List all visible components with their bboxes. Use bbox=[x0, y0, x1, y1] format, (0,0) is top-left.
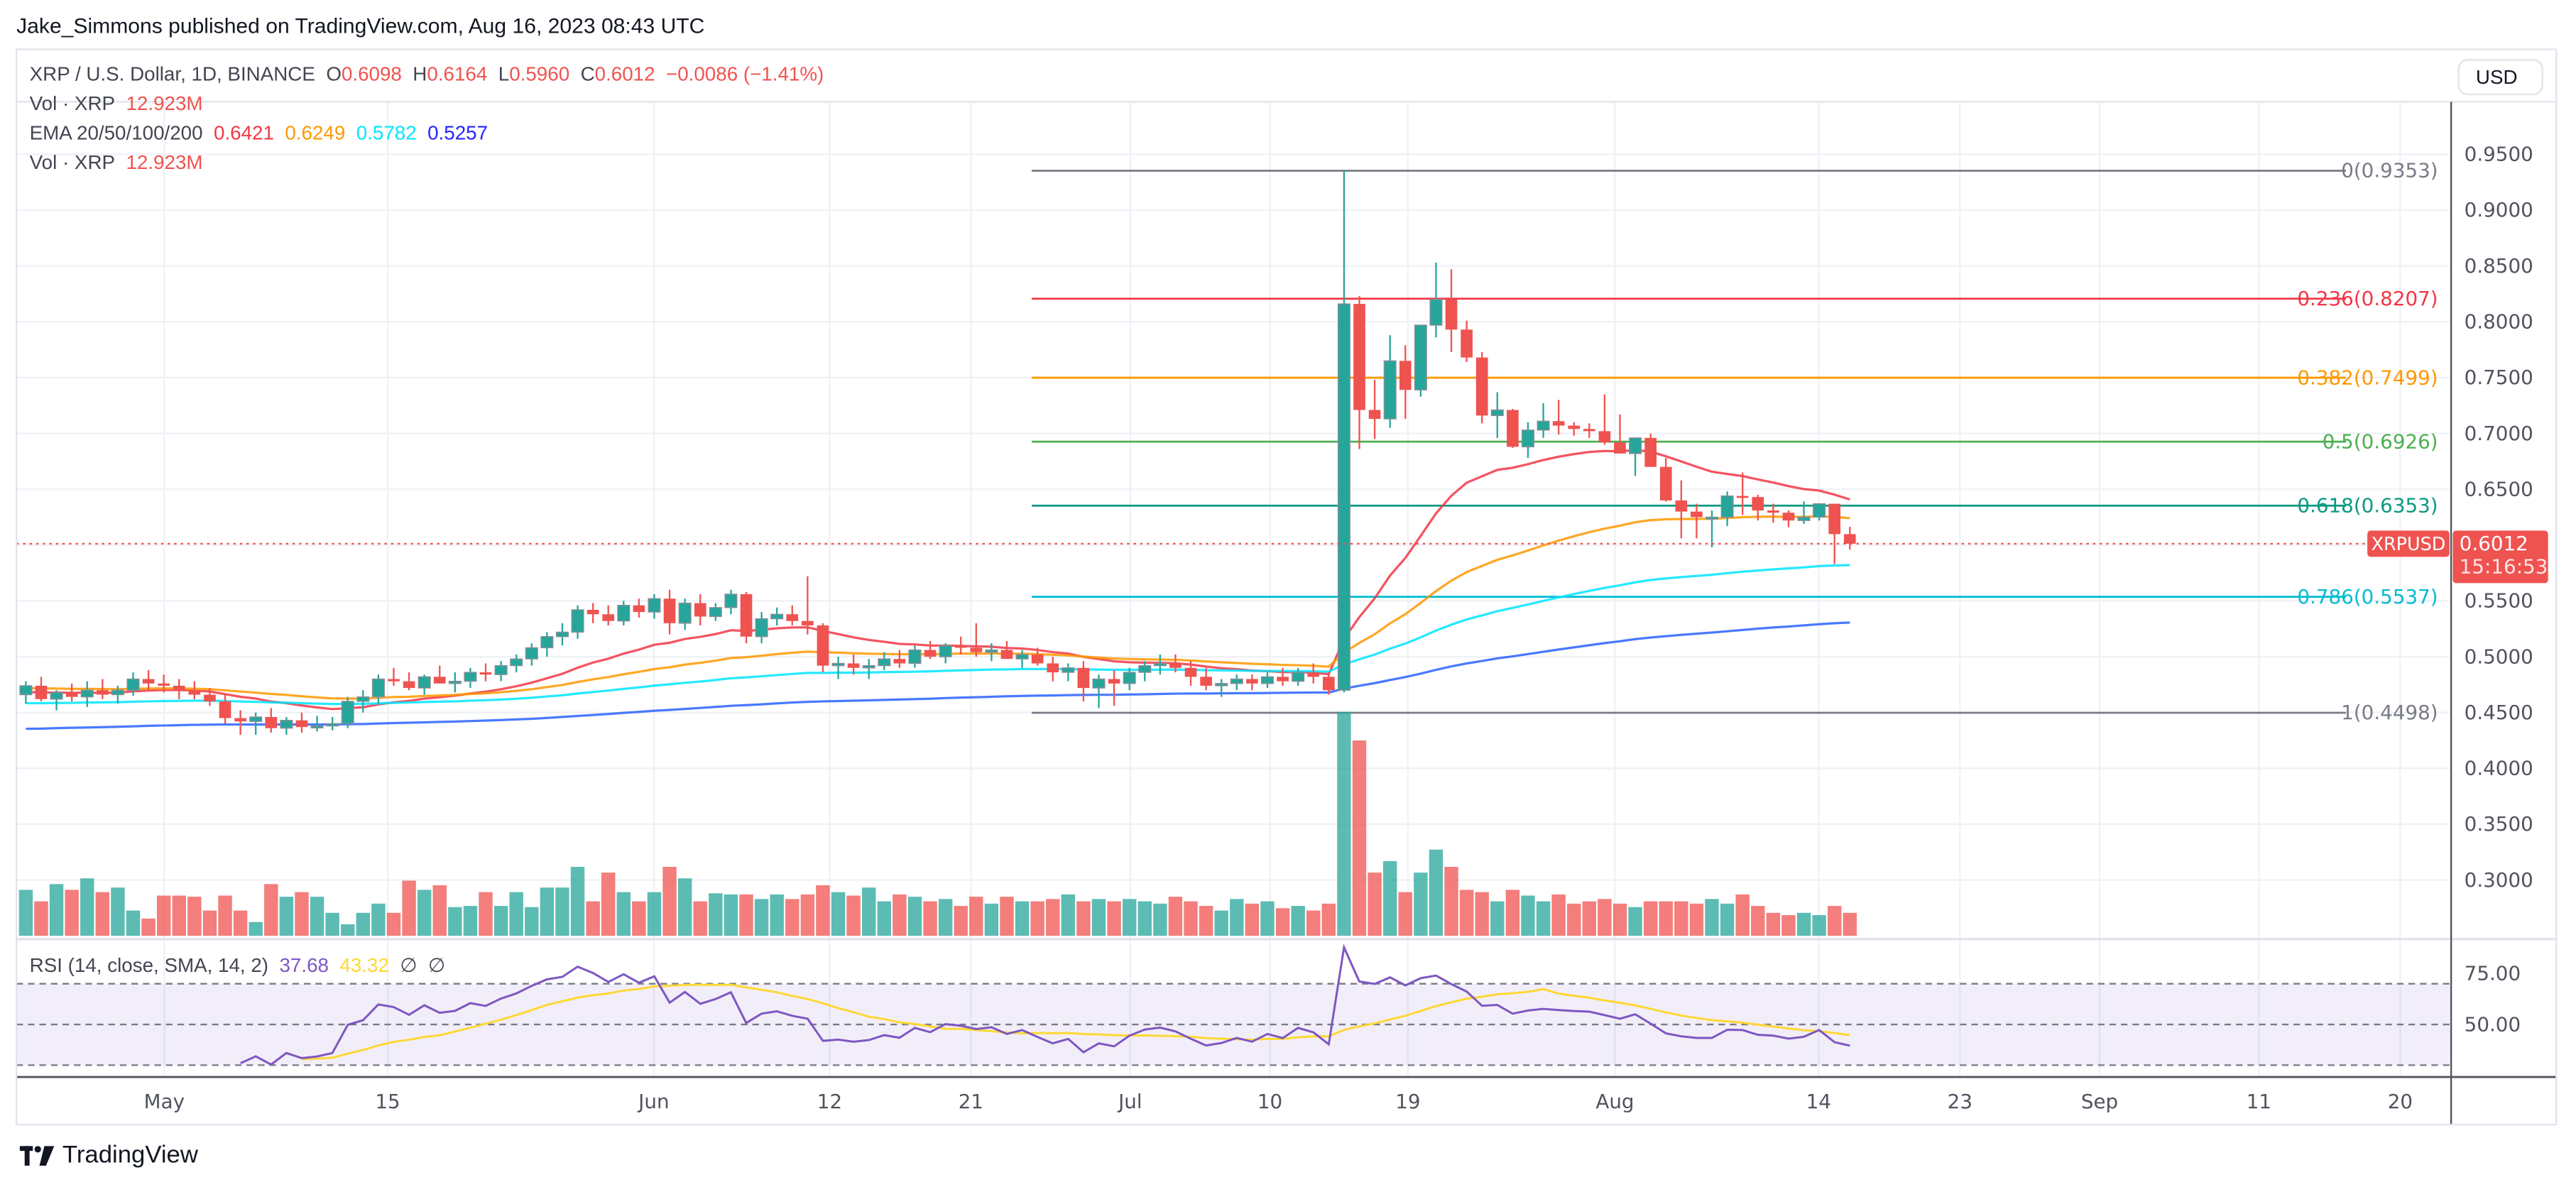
time-axis-label: 21 bbox=[959, 1090, 983, 1113]
rsi-value: 37.68 bbox=[279, 953, 329, 977]
currency-button[interactable]: USD bbox=[2457, 59, 2543, 96]
time-axis-label: Aug bbox=[1595, 1090, 1634, 1113]
fib-level-label: 1(0.4498) bbox=[2341, 701, 2438, 724]
low-value: 0.5960 bbox=[509, 62, 570, 86]
price-axis-label: 0.4000 bbox=[2465, 757, 2533, 780]
time-axis-label: Jun bbox=[637, 1090, 669, 1113]
time-axis-label: 14 bbox=[1806, 1090, 1831, 1113]
change-value: −0.0086 (−1.41%) bbox=[665, 62, 824, 86]
rsi-legend[interactable]: RSI (14, close, SMA, 14, 2) 37.68 43.32 … bbox=[29, 953, 446, 977]
fib-level-label: 0.618(0.6353) bbox=[2297, 494, 2438, 518]
price-axis-label: 0.8000 bbox=[2465, 310, 2533, 334]
rsi-pane[interactable] bbox=[16, 943, 2452, 1066]
symbol-legend[interactable]: XRP / U.S. Dollar, 1D, BINANCE O0.6098 H… bbox=[29, 62, 824, 86]
ema-100-line bbox=[26, 564, 1850, 706]
fib-level-label: 0.236(0.8207) bbox=[2297, 287, 2438, 310]
price-axis-label: 0.8500 bbox=[2465, 254, 2533, 278]
bar-countdown: 15:16:53 bbox=[2460, 555, 2548, 579]
axes: 0.9500 0.9000 0.8500 0.8000 0.7500 0.7000 0.65… bbox=[15, 48, 2558, 1126]
price-axis-label: 0.4500 bbox=[2465, 701, 2533, 724]
fib-level-label: 0.786(0.5537) bbox=[2297, 585, 2438, 608]
volume-legend[interactable]: Vol · XRP 12.923M bbox=[29, 92, 203, 115]
price-axis-label: 0.5000 bbox=[2465, 645, 2533, 668]
price-axis-label: 0.7000 bbox=[2465, 422, 2533, 445]
rsi-axis-label: 50.00 bbox=[2465, 1012, 2521, 1036]
symbol-title: XRP / U.S. Dollar, 1D, BINANCE bbox=[29, 62, 315, 86]
time-axis-label: Sep bbox=[2081, 1090, 2118, 1113]
published-by-text: Jake_Simmons published on TradingView.co… bbox=[16, 13, 705, 38]
price-axis-label: 0.3000 bbox=[2465, 868, 2533, 892]
tradingview-logo[interactable]: TradingView bbox=[19, 1141, 198, 1169]
last-price-badge bbox=[2452, 530, 2548, 584]
price-axis-label: 0.5500 bbox=[2465, 589, 2533, 613]
candlesticks bbox=[16, 170, 2366, 735]
time-axis-label: 19 bbox=[1395, 1090, 1420, 1113]
symbol-badge bbox=[2367, 530, 2450, 557]
time-axis-label: Jul bbox=[1117, 1090, 1142, 1113]
price-axis-label: 0.7500 bbox=[2465, 366, 2533, 389]
ema20-value: 0.6421 bbox=[214, 121, 274, 145]
price-axis-label: 0.9000 bbox=[2465, 198, 2533, 221]
fibonacci-retracement[interactable]: 0(0.9353) 0.236(0.8207) 0.382(0.7499) 0.5(0… bbox=[1032, 159, 2438, 724]
volume-value: 12.923M bbox=[126, 92, 203, 115]
time-axis-label: May bbox=[144, 1090, 185, 1113]
time-axis-label: 11 bbox=[2247, 1090, 2271, 1113]
rsi-axis-label: 75.00 bbox=[2465, 962, 2521, 985]
volume-bars bbox=[18, 711, 1857, 936]
price-axis-label: 0.6500 bbox=[2465, 477, 2533, 500]
open-value: 0.6098 bbox=[341, 62, 402, 86]
price-axis-label: 0.9500 bbox=[2465, 143, 2533, 166]
tradingview-logo-icon bbox=[19, 1145, 55, 1165]
tradingview-logo-text: TradingView bbox=[62, 1141, 198, 1169]
rsi-sma-line bbox=[301, 983, 1850, 1061]
ema-50-line bbox=[26, 515, 1850, 700]
svg-text:0.6012: 0.6012 bbox=[2460, 532, 2528, 555]
ema50-value: 0.6249 bbox=[285, 121, 346, 145]
time-axis-label: 15 bbox=[375, 1090, 400, 1113]
fib-level-label: 0.382(0.7499) bbox=[2297, 366, 2438, 389]
ema-20-line bbox=[26, 449, 1850, 711]
time-axis-label: 20 bbox=[2388, 1090, 2413, 1113]
volume-value-2: 12.923M bbox=[126, 151, 203, 175]
time-axis-label: 10 bbox=[1257, 1090, 1282, 1113]
ema200-value: 0.5257 bbox=[427, 121, 489, 145]
high-value: 0.6164 bbox=[427, 62, 488, 86]
empty-set-icon: ∅ bbox=[400, 953, 417, 977]
fib-level-label: 0(0.9353) bbox=[2341, 159, 2438, 182]
time-axis-label: 12 bbox=[817, 1090, 842, 1113]
rsi-line bbox=[240, 943, 1850, 1066]
rsi-sma-value: 43.32 bbox=[339, 953, 389, 977]
empty-set-icon: ∅ bbox=[427, 953, 446, 977]
fib-level-label: 0.5(0.6926) bbox=[2323, 430, 2438, 453]
price-axis-label: 0.3500 bbox=[2465, 812, 2533, 836]
close-value: 0.6012 bbox=[594, 62, 655, 86]
volume-legend-2[interactable]: Vol · XRP 12.923M bbox=[29, 151, 203, 175]
time-axis-label: 23 bbox=[1948, 1090, 1972, 1113]
ema100-value: 0.5782 bbox=[356, 121, 417, 145]
ema-legend[interactable]: EMA 20/50/100/200 0.6421 0.6249 0.5782 0… bbox=[29, 121, 489, 145]
svg-text:XRPUSD: XRPUSD bbox=[2372, 533, 2446, 554]
